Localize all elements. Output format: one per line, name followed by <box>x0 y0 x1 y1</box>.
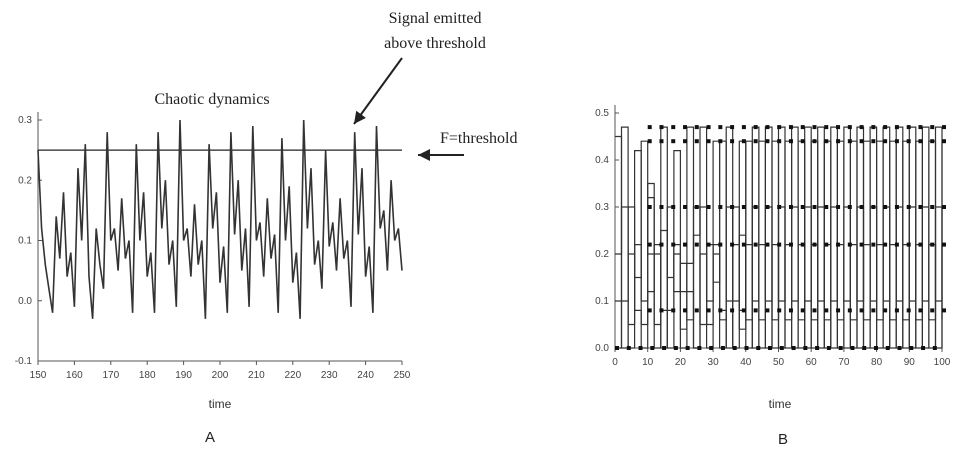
panel-a-x-tick-label: 220 <box>284 370 301 381</box>
panel-b-series-group <box>615 126 943 349</box>
panel-b-series-4 <box>615 244 943 349</box>
panel-b-y-tick-label: 0.1 <box>595 296 609 307</box>
panel-a-x-tick-label: 180 <box>139 370 156 381</box>
panel-a-y-tick-label: -0.1 <box>15 356 33 367</box>
panel-b-label: B <box>778 431 788 448</box>
panel-a-y-tick-label: 0.2 <box>18 175 32 186</box>
panel-a-x-ticks: 150 160 170 180 190 200 210 220 230 240 250 <box>30 361 411 381</box>
panel-a-x-tick-label: 150 <box>30 370 47 381</box>
annotation-arrows <box>353 57 464 161</box>
panel-b-x-tick-label: 100 <box>934 357 951 368</box>
panel-a-y-tick-label: 0.3 <box>18 115 32 126</box>
panel-b-x-tick-label: 70 <box>838 357 850 368</box>
panel-b-x-tick-label: 90 <box>904 357 916 368</box>
panel-a-x-tick-label: 230 <box>321 370 338 381</box>
panel-b-x-label: time <box>769 397 792 411</box>
panel-a-y-ticks: -0.1 0.0 0.1 0.2 0.3 <box>15 115 42 367</box>
panel-a-y-tick-label: 0.1 <box>18 236 32 247</box>
panel-b-y-tick-label: 0.0 <box>595 343 609 354</box>
panel-b-y-tick-label: 0.3 <box>595 202 609 213</box>
panel-a-label: A <box>205 429 215 446</box>
panel-a-axes <box>37 112 402 362</box>
panel-b-x-tick-label: 80 <box>871 357 883 368</box>
panel-b-y-tick-label: 0.5 <box>595 108 609 119</box>
panel-b-x-tick-label: 30 <box>708 357 720 368</box>
panel-b-x-tick-label: 20 <box>675 357 687 368</box>
panel-a-x-label: time <box>209 397 232 411</box>
threshold-label: F=threshold <box>440 130 517 147</box>
panel-b: 0 10 20 30 40 50 60 70 80 90 100 0.0 0.1 0.2 0.3 0.4 0.… <box>595 105 951 448</box>
panel-b-y-tick-label: 0.4 <box>595 155 609 166</box>
panel-a: Chaotic dynamics Signal emitted above th… <box>15 10 518 446</box>
panel-a-x-tick-label: 240 <box>357 370 374 381</box>
panel-a-y-tick-label: 0.0 <box>18 296 32 307</box>
threshold-arrow-head <box>418 149 430 161</box>
panel-b-x-tick-label: 50 <box>773 357 785 368</box>
panel-a-x-tick-label: 170 <box>102 370 119 381</box>
panel-a-x-tick-label: 200 <box>212 370 229 381</box>
panel-b-x-tick-label: 40 <box>740 357 752 368</box>
panel-b-x-tick-label: 0 <box>612 357 618 368</box>
panel-b-x-ticks: 0 10 20 30 40 50 60 70 80 90 100 <box>612 348 951 368</box>
signal-arrow-head <box>354 110 366 124</box>
annotation-line-1: Signal emitted <box>389 10 482 27</box>
panel-a-x-tick-label: 160 <box>66 370 83 381</box>
panel-a-x-tick-label: 210 <box>248 370 265 381</box>
panel-a-x-tick-label: 190 <box>175 370 192 381</box>
annotation-line-2: above threshold <box>384 35 486 52</box>
panel-b-x-tick-label: 60 <box>806 357 818 368</box>
panel-a-series-line <box>37 119 403 319</box>
panel-a-title: Chaotic dynamics <box>154 91 269 108</box>
panel-b-x-tick-label: 10 <box>642 357 654 368</box>
panel-a-x-tick-label: 250 <box>394 370 411 381</box>
panel-b-plateaus <box>615 125 946 350</box>
panel-b-y-tick-label: 0.2 <box>595 249 609 260</box>
signal-arrow-shaft <box>353 57 403 125</box>
